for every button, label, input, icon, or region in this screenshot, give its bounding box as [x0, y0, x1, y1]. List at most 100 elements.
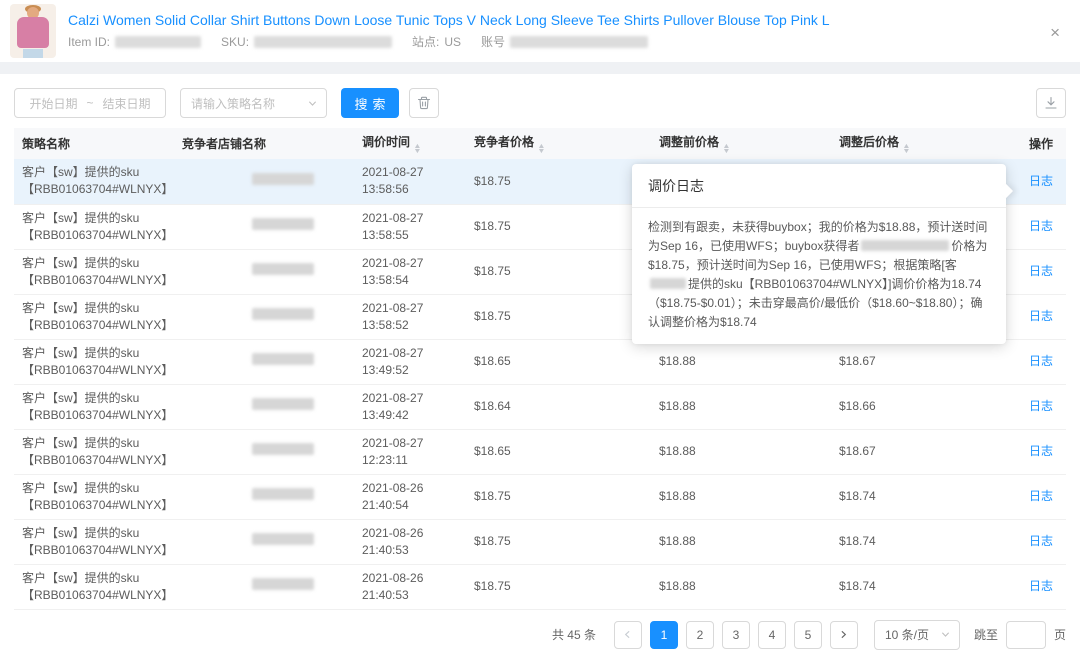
search-button[interactable]: 搜索: [341, 88, 399, 118]
column-label: 策略名称: [22, 137, 71, 151]
page-button-2[interactable]: 2: [685, 620, 714, 649]
cell-competitor-store: [174, 384, 354, 430]
table-row: 客户【sw】提供的sku【RBB01063704#WLNYX】 2021-08-2…: [14, 564, 1066, 610]
log-link[interactable]: 日志: [1029, 219, 1054, 233]
cell-operation: 日志: [1021, 429, 1066, 475]
log-link[interactable]: 日志: [1029, 489, 1054, 503]
log-link[interactable]: 日志: [1029, 264, 1054, 278]
column-header[interactable]: 调整后价格 ▲ ▼: [831, 128, 1021, 159]
column-label: 调价时间: [362, 135, 411, 149]
filter-bar: 开始日期 ~ 结束日期 请输入策略名称 搜索: [14, 88, 1066, 118]
item-id-value-redacted: [115, 35, 202, 48]
table-row: 客户【sw】提供的sku【RBB01063704#WLNYX】 2021-08-2…: [14, 429, 1066, 475]
cell-operation: 日志: [1021, 159, 1066, 205]
column-label: 调整后价格: [839, 135, 900, 149]
cell-before-price: $18.88: [651, 384, 831, 430]
cell-competitor-store: [174, 474, 354, 520]
store-name-redacted: [252, 308, 314, 320]
cell-strategy-name: 客户【sw】提供的sku【RBB01063704#WLNYX】: [14, 249, 174, 295]
chevron-down-icon: [308, 100, 317, 106]
sort-icon[interactable]: ▲ ▼: [537, 143, 546, 155]
cell-after-price: $18.74: [831, 519, 1021, 565]
cell-adjust-time: 2021-08-27 13:49:52: [354, 339, 466, 385]
chevron-down-icon: [941, 632, 950, 637]
store-name-redacted: [252, 533, 314, 545]
store-name-redacted: [252, 488, 314, 500]
cell-strategy-name: 客户【sw】提供的sku【RBB01063704#WLNYX】: [14, 429, 174, 475]
total-count: 共 45 条: [551, 628, 596, 642]
date-range-input[interactable]: 开始日期 ~ 结束日期: [14, 88, 166, 118]
next-page-button[interactable]: [829, 620, 858, 649]
download-button[interactable]: [1036, 88, 1066, 118]
cell-competitor-price: $18.64: [466, 384, 651, 430]
column-header[interactable]: 调整前价格 ▲ ▼: [651, 128, 831, 159]
cell-operation: 日志: [1021, 339, 1066, 385]
log-link[interactable]: 日志: [1029, 579, 1054, 593]
date-separator: ~: [86, 96, 94, 110]
page-size-select[interactable]: 10 条/页: [873, 619, 960, 650]
store-name-redacted: [252, 398, 314, 410]
popover-log-text: 检测到有跟卖，未获得buybox；我的价格为$18.88，预计送时间为Sep 1…: [648, 220, 988, 329]
cell-before-price: $18.88: [651, 339, 831, 385]
table-header-row: 策略名称 竞争者店铺名称 调价时间 ▲ ▼ 竞争者价格 ▲ ▼ 调整前价格 ▲ ▼ 调整后价格 ▲ ▼ 操作: [14, 128, 1066, 159]
cell-competitor-price: $18.75: [466, 294, 651, 340]
page-button-5[interactable]: 5: [793, 620, 822, 649]
close-icon[interactable]: ×: [1050, 23, 1060, 42]
sku-label: SKU:: [221, 34, 250, 49]
cell-competitor-price: $18.65: [466, 429, 651, 475]
log-link[interactable]: 日志: [1029, 309, 1054, 323]
page-button-4[interactable]: 4: [757, 620, 786, 649]
log-link[interactable]: 日志: [1029, 399, 1054, 413]
log-link[interactable]: 日志: [1029, 173, 1054, 188]
cell-competitor-store: [174, 564, 354, 610]
cell-competitor-store: [174, 249, 354, 295]
strategy-name-select[interactable]: 请输入策略名称: [180, 88, 327, 118]
cell-operation: 日志: [1021, 249, 1066, 295]
cell-operation: 日志: [1021, 564, 1066, 610]
cell-adjust-time: 2021-08-27 13:58:52: [354, 294, 466, 340]
product-image-shape: [27, 7, 39, 19]
date-end-placeholder: 结束日期: [102, 96, 151, 111]
log-link[interactable]: 日志: [1029, 444, 1054, 458]
cell-strategy-name: 客户【sw】提供的sku【RBB01063704#WLNYX】: [14, 519, 174, 565]
prev-page-button[interactable]: [613, 620, 642, 649]
jump-page-input[interactable]: [1005, 620, 1046, 649]
cell-competitor-store: [174, 519, 354, 565]
cell-operation: 日志: [1021, 474, 1066, 520]
sort-icon[interactable]: ▲ ▼: [902, 143, 911, 155]
column-label: 操作: [1029, 137, 1054, 151]
cell-before-price: $18.88: [651, 519, 831, 565]
item-id-label: Item ID:: [68, 34, 111, 49]
sort-icon[interactable]: ▲ ▼: [413, 143, 422, 155]
cell-adjust-time: 2021-08-27 12:23:11: [354, 429, 466, 475]
sort-icon[interactable]: ▲ ▼: [722, 143, 731, 155]
log-text-redacted: [650, 278, 686, 289]
cell-before-price: $18.88: [651, 429, 831, 475]
cell-operation: 日志: [1021, 519, 1066, 565]
cell-operation: 日志: [1021, 204, 1066, 250]
account-value-redacted: [510, 35, 649, 48]
cell-competitor-store: [174, 204, 354, 250]
store-name-redacted: [252, 353, 314, 365]
table-row: 客户【sw】提供的sku【RBB01063704#WLNYX】 2021-08-2…: [14, 384, 1066, 430]
strategy-select-placeholder: 请输入策略名称: [191, 96, 276, 111]
column-header[interactable]: 调价时间 ▲ ▼: [354, 128, 466, 159]
cell-adjust-time: 2021-08-26 21:40:53: [354, 564, 466, 610]
page-button-1[interactable]: 1: [649, 620, 678, 649]
store-name-redacted: [252, 172, 314, 185]
cell-competitor-store: [174, 429, 354, 475]
site-value: US: [444, 34, 462, 49]
log-link[interactable]: 日志: [1029, 354, 1054, 368]
column-header[interactable]: 竞争者价格 ▲ ▼: [466, 128, 651, 159]
table-row: 客户【sw】提供的sku【RBB01063704#WLNYX】 2021-08-2…: [14, 249, 1066, 295]
product-title-link[interactable]: Calzi Women Solid Collar Shirt Buttons D…: [68, 12, 830, 28]
popover-title: 调价日志: [632, 164, 1006, 208]
cell-competitor-price: $18.75: [466, 204, 651, 250]
log-link[interactable]: 日志: [1029, 534, 1054, 548]
cell-after-price: $18.74: [831, 564, 1021, 610]
page-button-3[interactable]: 3: [721, 620, 750, 649]
store-name-redacted: [252, 263, 314, 275]
delete-button[interactable]: [409, 88, 439, 118]
product-header: Calzi Women Solid Collar Shirt Buttons D…: [0, 0, 1080, 62]
